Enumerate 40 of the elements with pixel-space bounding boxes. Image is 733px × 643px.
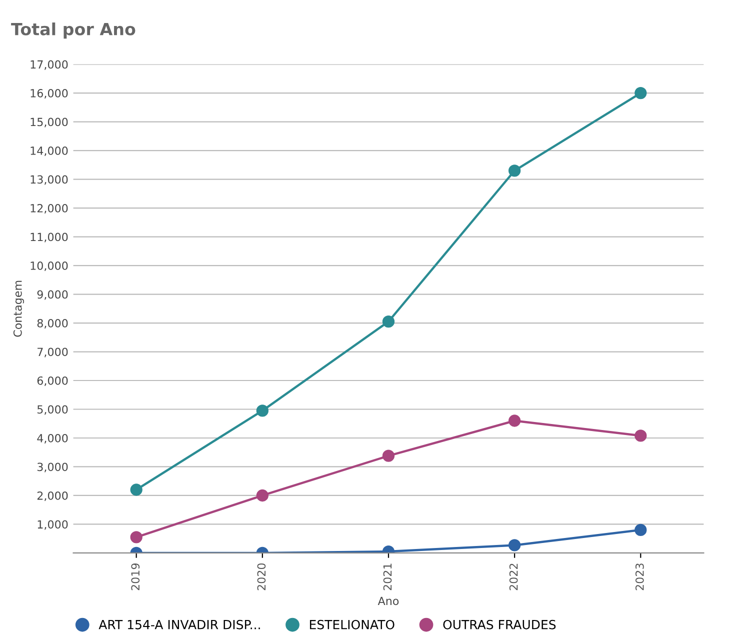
point bbox=[256, 404, 268, 417]
y-tick-label: 14,000 bbox=[30, 146, 68, 156]
x-tick-label: 2023 bbox=[635, 564, 644, 590]
chart-title: Total por Ano bbox=[11, 22, 136, 39]
point bbox=[508, 414, 521, 427]
legend-label: ART 154-A INVADIR DISP... bbox=[98, 620, 260, 630]
point bbox=[382, 316, 395, 328]
legend-label: ESTELIONATO bbox=[310, 620, 394, 630]
x-tick-label: 2022 bbox=[509, 564, 518, 590]
point bbox=[130, 484, 142, 496]
y-tick-label: 11,000 bbox=[30, 232, 68, 242]
point bbox=[634, 524, 647, 536]
y-tick-label: 13,000 bbox=[30, 175, 68, 185]
y-tick-label: 4,000 bbox=[37, 434, 68, 444]
point bbox=[508, 164, 521, 177]
point bbox=[634, 86, 647, 100]
x-tick-label: 2020 bbox=[257, 563, 266, 590]
x-axis-title: Ano bbox=[378, 596, 399, 606]
point bbox=[130, 531, 142, 544]
y-tick-label: 15,000 bbox=[30, 118, 68, 128]
y-tick-label: 2,000 bbox=[37, 491, 68, 501]
point bbox=[382, 450, 395, 462]
point bbox=[508, 539, 521, 552]
point bbox=[634, 430, 647, 442]
y-tick-label: 1,000 bbox=[38, 520, 68, 530]
x-tick-label: 2021 bbox=[383, 564, 392, 590]
y-tick-label: 9,000 bbox=[37, 290, 68, 300]
y-axis-title: Contagem bbox=[13, 280, 24, 337]
y-tick-label: 7,000 bbox=[38, 348, 68, 358]
y-tick-label: 16,000 bbox=[30, 89, 68, 99]
y-tick-label: 6,000 bbox=[37, 376, 68, 386]
y-tick-label: 8,000 bbox=[37, 318, 68, 329]
y-tick-label: 17,000 bbox=[30, 60, 68, 70]
y-tick-label: 5,000 bbox=[37, 405, 68, 415]
point bbox=[256, 489, 268, 502]
y-tick-label: 10,000 bbox=[30, 261, 68, 272]
y-tick-label: 12,000 bbox=[30, 204, 68, 214]
y-tick-label: 3,000 bbox=[37, 462, 68, 472]
x-tick-label: 2019 bbox=[131, 563, 140, 590]
legend-label: OUTRAS FRAUDES bbox=[443, 620, 556, 630]
